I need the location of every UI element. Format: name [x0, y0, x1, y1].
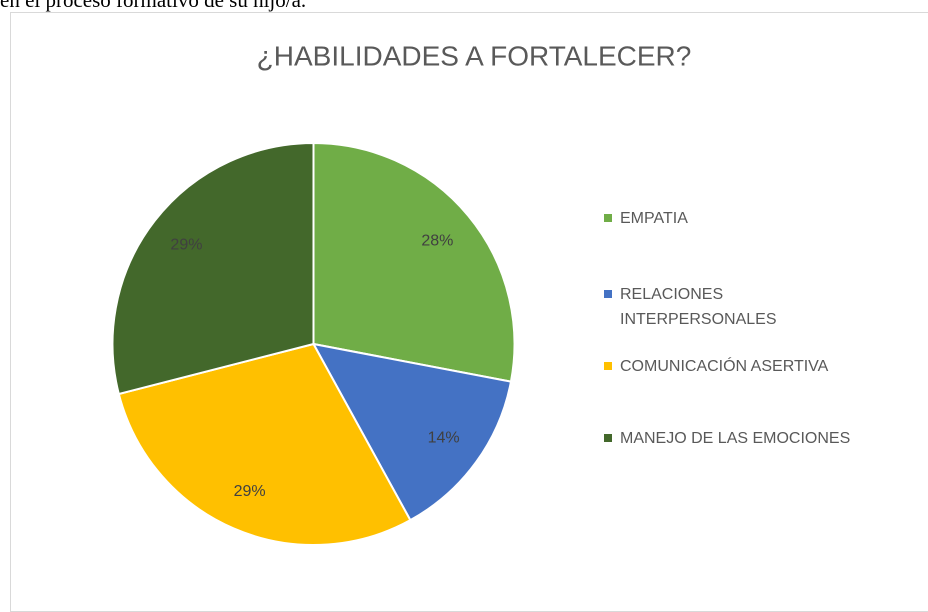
- legend-item: EMPATIA: [604, 206, 854, 231]
- legend-swatch: [604, 362, 612, 370]
- legend-label: EMPATIA: [620, 210, 688, 227]
- caption: en el proceso formativo de su hijo/a.: [0, 0, 307, 12]
- data-label: 14%: [428, 430, 460, 447]
- pie-slice: [117, 342, 412, 546]
- legend-item: MANEJO DE LAS EMOCIONES: [604, 426, 854, 451]
- pie-slice: [312, 141, 516, 383]
- legend-label: COMUNICACIÓN ASERTIVA: [620, 358, 829, 375]
- data-label: 29%: [170, 237, 202, 254]
- legend-swatch: [604, 434, 612, 442]
- chart-title: ¿HABILIDADES A FORTALECER?: [257, 40, 692, 71]
- legend-label: RELACIONES INTERPERSONALES: [620, 286, 777, 328]
- pie-slice: [311, 342, 513, 522]
- pie-slice: [111, 141, 315, 396]
- legend-swatch: [604, 214, 612, 222]
- legend-item: COMUNICACIÓN ASERTIVA: [604, 354, 854, 379]
- legend-label: MANEJO DE LAS EMOCIONES: [620, 430, 851, 447]
- legend-item: RELACIONES INTERPERSONALES: [604, 282, 854, 332]
- legend-swatch: [604, 290, 612, 298]
- data-label: 28%: [421, 233, 453, 250]
- data-label: 29%: [234, 483, 266, 500]
